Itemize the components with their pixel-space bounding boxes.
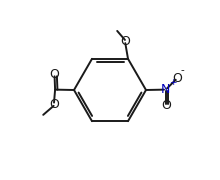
Text: O: O	[161, 99, 171, 112]
Text: -: -	[181, 65, 184, 75]
Text: N: N	[161, 83, 170, 96]
Text: O: O	[120, 35, 130, 48]
Text: +: +	[169, 78, 177, 87]
Text: O: O	[172, 72, 182, 85]
Text: O: O	[49, 98, 59, 111]
Text: O: O	[50, 68, 59, 81]
